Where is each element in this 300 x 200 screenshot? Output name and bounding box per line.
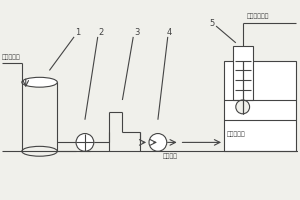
Circle shape [236,100,250,114]
Text: 去水环压缩机: 去水环压缩机 [247,13,269,19]
Text: 5: 5 [209,19,215,28]
Ellipse shape [22,146,57,156]
Ellipse shape [22,77,57,87]
Text: 去废次钠罐: 去废次钠罐 [227,132,246,137]
Circle shape [149,134,167,151]
Text: 2: 2 [98,28,103,37]
Circle shape [76,134,94,151]
Text: 低压蒸汽: 低压蒸汽 [163,153,178,159]
Text: 1: 1 [75,28,81,37]
Bar [233,46,253,100]
Bar [224,61,296,151]
Text: 4: 4 [167,28,172,37]
Text: 塔的废次钠: 塔的废次钠 [2,55,21,60]
Text: 3: 3 [134,28,140,37]
